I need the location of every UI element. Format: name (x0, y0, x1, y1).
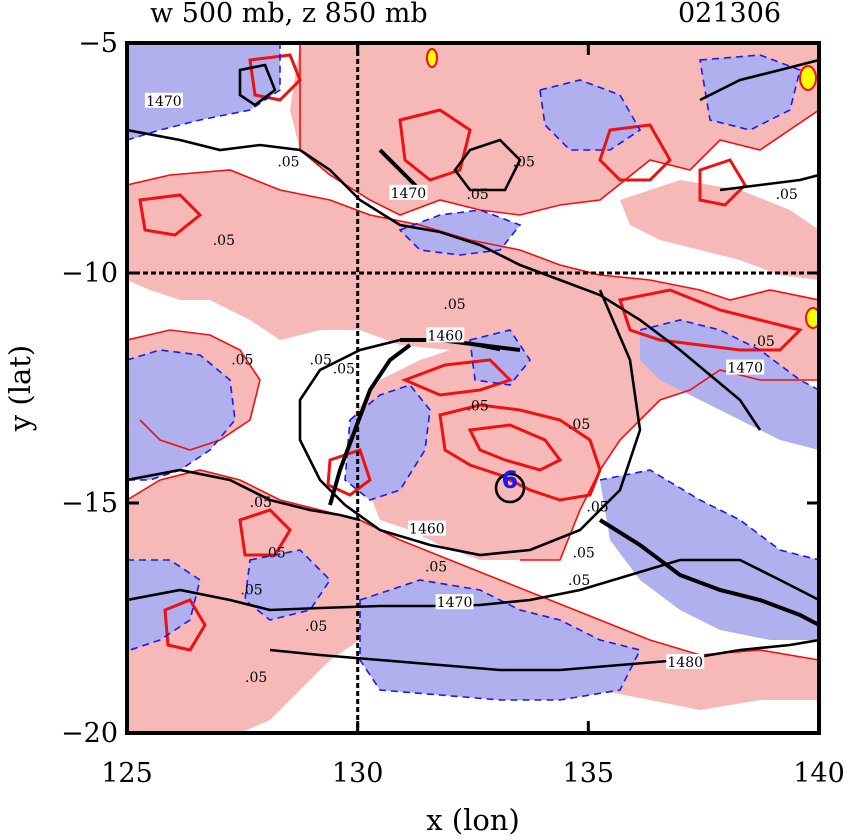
w-contour-label: .05 (240, 582, 262, 598)
w-contour-label: .05 (568, 573, 590, 589)
height-contour-label: 1460 (427, 328, 463, 344)
height-contour-label: 1460 (409, 522, 445, 538)
height-label-bg (407, 520, 446, 536)
height-contour-label: 1470 (146, 94, 182, 110)
x-axis: 125 130 135 140 (101, 43, 845, 789)
height-label-bg (666, 654, 705, 669)
w-contour-label: .05 (753, 334, 775, 350)
w-contour-label: .05 (213, 233, 235, 249)
height-label-bg (144, 92, 183, 108)
height-contour-label: 1470 (391, 186, 427, 202)
chart-title: w 500 mb, z 850 mb (150, 0, 428, 29)
height-labels: 1470 1470 1460 1460 1470 1470 1480 (144, 92, 765, 671)
chart-date-code: 021306 (678, 0, 781, 29)
w-contour-label: .05 (277, 155, 299, 171)
height-label-bg (389, 184, 428, 200)
x-tick-label: 130 (332, 758, 384, 789)
w-contour-label: .05 (333, 362, 355, 378)
w-contour-label: .05 (250, 495, 272, 511)
w-contour-label: .05 (776, 187, 798, 203)
height-contour-label: 1470 (727, 361, 763, 377)
w-contour-label: .05 (443, 297, 465, 313)
height-contours-bold (328, 148, 819, 627)
low-center-circle (494, 472, 526, 504)
positive-w-contours (138, 53, 803, 652)
w-contour-label: .05 (310, 352, 332, 368)
height-label-bg (435, 594, 474, 610)
y-tick-label: −5 (78, 28, 118, 59)
w-contour-label: .05 (263, 546, 285, 562)
w-contour-label: .05 (573, 546, 595, 562)
w-contour-label: .05 (586, 500, 608, 516)
plot-frame (125, 41, 821, 735)
negative-w-contours (127, 43, 819, 701)
center-marker-label: 6 (502, 466, 519, 494)
w-contour-label: .05 (231, 352, 253, 368)
w-contour-label: .05 (425, 559, 447, 575)
w-contour-label: .05 (245, 670, 267, 686)
w-labels: .05.05.05.05.05.05.05.05.05.05.05.05.05.… (213, 155, 798, 686)
height-label-bg (426, 327, 465, 343)
x-tick-label: 125 (101, 758, 153, 789)
x-axis-label: x (lon) (426, 803, 520, 837)
y-tick-label: −15 (61, 488, 118, 519)
extreme-markers (426, 48, 819, 329)
height-contour-label: 1480 (667, 655, 703, 671)
y-tick-label: −10 (61, 258, 118, 289)
y-tick-label: −20 (61, 718, 118, 749)
w-contour-label: .05 (305, 619, 327, 635)
x-tick-label: 135 (563, 758, 615, 789)
height-label-bg (726, 359, 765, 375)
y-axis-label: y (lat) (3, 345, 37, 432)
w-contour-label: .05 (466, 398, 488, 414)
y-axis: −5 −10 −15 −20 (61, 28, 819, 749)
w-contour-label: .05 (513, 155, 535, 171)
x-tick-label: 140 (793, 758, 845, 789)
height-contour-label: 1470 (437, 595, 473, 611)
w-contour-label: .05 (568, 417, 590, 433)
w-contour-label: .05 (466, 187, 488, 203)
